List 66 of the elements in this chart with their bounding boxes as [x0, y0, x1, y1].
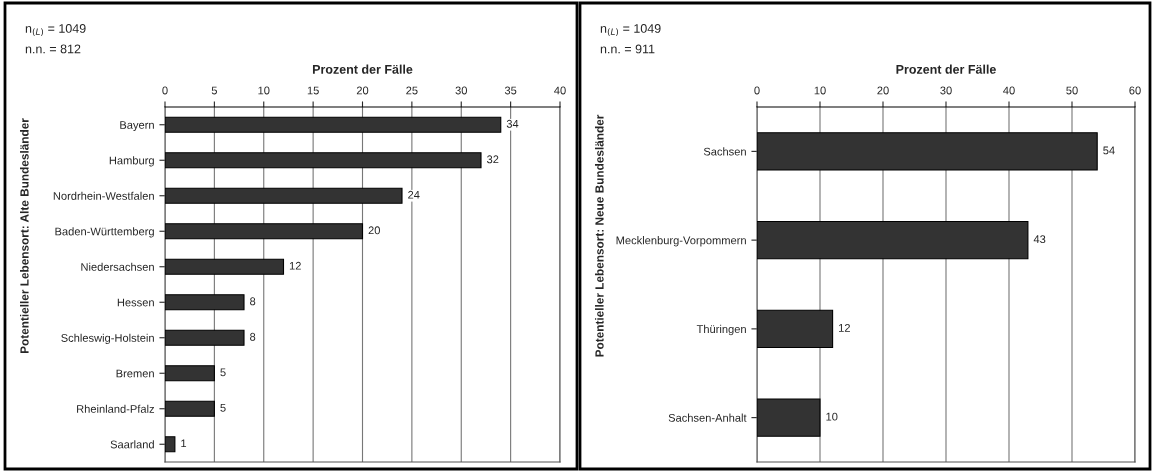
- data-label: 32: [486, 155, 499, 164]
- y-tick-label: Baden-Württemberg: [55, 227, 154, 238]
- data-label: 8: [250, 332, 256, 341]
- x-tick-label: 30: [940, 86, 952, 95]
- y-tick-label: Nordrhein-Westfalen: [53, 191, 154, 200]
- x-tick-label: 25: [406, 86, 418, 95]
- x-tick-label: 40: [1003, 86, 1015, 95]
- y-tick-label: Niedersachsen: [81, 262, 154, 271]
- y-tick-label: Hessen: [117, 298, 154, 307]
- data-label: 43: [1033, 235, 1046, 244]
- data-label: 12: [839, 323, 850, 332]
- bar: [165, 187, 403, 204]
- x-tick-label: 0: [162, 86, 168, 95]
- bar: [757, 132, 1098, 171]
- y-tick-label: Mecklenburg-Vorpommern: [616, 236, 746, 247]
- x-tick-label: 30: [455, 86, 467, 95]
- bar: [165, 116, 502, 133]
- data-label: 24: [408, 190, 420, 199]
- x-tick-label: 40: [554, 86, 566, 95]
- y-axis-title: Potentieller Lebensort: Neue Bundesländer: [594, 114, 604, 357]
- y-tick-label: Rheinland-Pfalz: [77, 404, 155, 413]
- y-tick-label: Schleswig-Holstein: [61, 333, 154, 345]
- data-label: 12: [289, 261, 301, 270]
- bar: [165, 152, 482, 169]
- text: n.n. = 911: [600, 44, 655, 54]
- data-label: 54: [1103, 146, 1115, 155]
- y-tick-label: Bremen: [116, 369, 154, 378]
- data-label: 20: [368, 226, 380, 235]
- bar: [165, 400, 215, 417]
- x-tick-label: 20: [877, 86, 889, 95]
- x-tick-label: 10: [814, 86, 826, 95]
- data-label: 34: [506, 119, 519, 128]
- bar: [165, 329, 245, 346]
- data-label: 1: [181, 439, 187, 448]
- data-label: 5: [220, 403, 226, 412]
- text: n$_{(L)}$ = 1049: [600, 24, 661, 36]
- x-tick-label: 0: [754, 86, 760, 95]
- chart-title: Prozent der Fälle: [312, 64, 413, 74]
- y-axis-title: Potentieller Lebensort: Alte Bundesländer: [20, 118, 29, 354]
- bar: [165, 223, 364, 240]
- x-tick-label: 35: [504, 86, 517, 95]
- x-tick-label: 10: [258, 86, 270, 95]
- chart-title: Prozent der Fälle: [896, 64, 996, 74]
- x-tick-label: 5: [211, 86, 217, 95]
- x-tick-label: 60: [1129, 86, 1141, 95]
- data-label: 5: [220, 368, 226, 377]
- bar: [757, 398, 821, 437]
- bar: [165, 436, 176, 453]
- bar: [757, 220, 1029, 260]
- x-tick-label: 50: [1066, 86, 1078, 95]
- bar: [165, 365, 215, 382]
- y-tick-label: Hamburg: [109, 156, 154, 167]
- bar: [165, 294, 245, 311]
- y-tick-label: Bayern: [120, 121, 154, 132]
- y-tick-label: Sachsen-Anhalt: [668, 413, 747, 422]
- y-tick-label: Thüringen: [696, 324, 746, 336]
- text: n$_{(L)}$ = 1049: [25, 24, 86, 36]
- x-tick-label: 20: [356, 86, 369, 95]
- x-tick-label: 15: [307, 86, 319, 95]
- data-label: 10: [826, 412, 838, 421]
- y-tick-label: Saarland: [110, 440, 154, 449]
- y-tick-label: Sachsen: [703, 147, 746, 156]
- bar: [757, 309, 834, 349]
- data-label: 8: [250, 297, 256, 306]
- bar: [165, 258, 285, 275]
- text: n.n. = 812: [25, 44, 81, 54]
